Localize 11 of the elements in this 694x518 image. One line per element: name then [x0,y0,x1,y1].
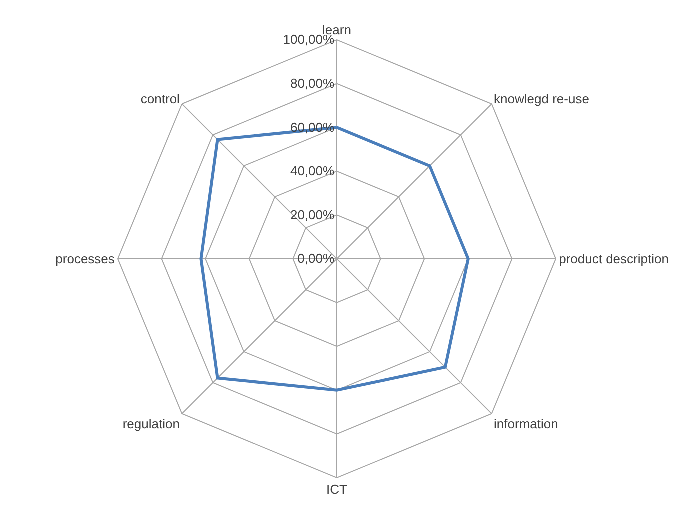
spoke-label: control [140,91,180,106]
y-tick-label: 20,00% [290,207,335,222]
spoke-label: knowlegd re-use [494,91,590,106]
y-tick-label: 40,00% [290,164,335,179]
y-tick-label: 80,00% [290,76,335,92]
spoke-label: regulation [122,416,180,432]
spoke-label: product description [559,252,669,267]
spoke-label: ICT [326,482,348,498]
spoke-label: processes [56,252,116,267]
spoke-label: information [494,416,558,432]
y-tick-label: 0,00% [298,251,335,266]
